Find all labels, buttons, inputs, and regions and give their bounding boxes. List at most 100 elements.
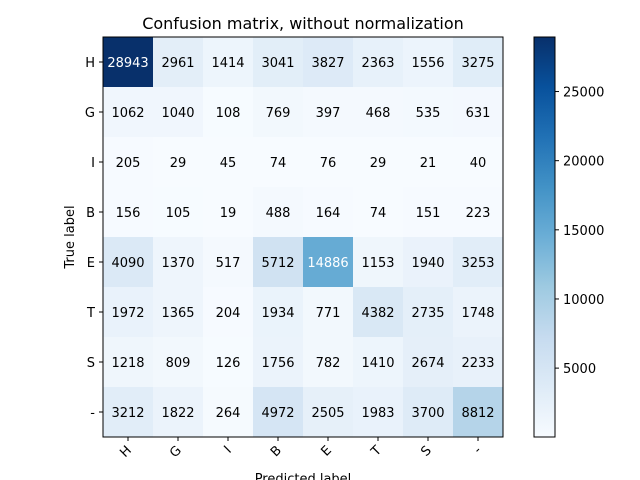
cell-value-label: 782 xyxy=(316,356,341,371)
cell-value-label: 108 xyxy=(216,106,241,121)
cell-value-label: 2233 xyxy=(461,356,494,371)
cell-value-label: 1153 xyxy=(361,256,394,271)
cell-value-label: 151 xyxy=(416,206,441,221)
cell-value-label: 164 xyxy=(316,206,341,221)
cell-value-label: 29 xyxy=(170,156,187,171)
cell-value-label: 1062 xyxy=(111,106,144,121)
y-tick-label: B xyxy=(86,206,95,221)
cell-value-label: 29 xyxy=(370,156,387,171)
heatmap-cell xyxy=(153,237,203,287)
colorbar-tick-label: 5000 xyxy=(563,362,596,377)
heatmap-cell xyxy=(303,187,353,237)
colorbar-tick-label: 10000 xyxy=(563,293,604,308)
heatmap-cell xyxy=(153,137,203,187)
x-axis-label: Predicted label xyxy=(255,472,352,480)
heatmap-cell xyxy=(453,87,503,137)
cell-value-label: 105 xyxy=(166,206,191,221)
heatmap-cell xyxy=(303,87,353,137)
heatmap-cell xyxy=(403,137,453,187)
cell-value-label: 2505 xyxy=(311,406,344,421)
heatmap-cell xyxy=(353,37,403,87)
heatmap-cell xyxy=(253,137,303,187)
cell-value-label: 3253 xyxy=(461,256,494,271)
colorbar: 5000 10000 15000 20000 25000 xyxy=(533,36,604,438)
heatmap-cell xyxy=(303,137,353,187)
cell-value-label: 2674 xyxy=(411,356,444,371)
heatmap-cell xyxy=(253,237,303,287)
heatmap-cell xyxy=(153,287,203,337)
heatmap-cell xyxy=(303,37,353,87)
heatmap-cell xyxy=(203,87,253,137)
heatmap-cell xyxy=(403,337,453,387)
y-tick-label: G xyxy=(85,106,95,121)
cell-value-label: 8812 xyxy=(461,406,494,421)
heatmap-cell xyxy=(253,387,303,437)
cell-value-label: 1414 xyxy=(211,56,244,71)
heatmap-cell xyxy=(403,87,453,137)
cell-value-label: 19 xyxy=(220,206,237,221)
heatmap-cell xyxy=(453,237,503,287)
heatmap-cell xyxy=(103,337,153,387)
heatmap-cell xyxy=(253,37,303,87)
heatmap-cell xyxy=(453,187,503,237)
cell-value-label: 204 xyxy=(216,306,241,321)
heatmap-cell xyxy=(103,237,153,287)
cell-value-label: 4090 xyxy=(111,256,144,271)
cell-value-label: 205 xyxy=(116,156,141,171)
cell-value-label: 1040 xyxy=(161,106,194,121)
cell-value-label: 397 xyxy=(316,106,341,121)
cell-value-label: 517 xyxy=(216,256,241,271)
heatmap-cell xyxy=(303,237,353,287)
cell-value-label: 1365 xyxy=(161,306,194,321)
cell-value-label: 156 xyxy=(116,206,141,221)
cell-value-label: 1748 xyxy=(461,306,494,321)
cell-value-label: 264 xyxy=(216,406,241,421)
heatmap-cell xyxy=(153,337,203,387)
y-axis-label: True label xyxy=(63,205,78,269)
heatmap-cell xyxy=(153,37,203,87)
heatmap-cell xyxy=(203,187,253,237)
cell-value-label: 126 xyxy=(216,356,241,371)
heatmap-cell xyxy=(303,387,353,437)
cell-value-label: 21 xyxy=(420,156,437,171)
cell-value-label: 488 xyxy=(266,206,291,221)
cell-value-label: 3275 xyxy=(461,56,494,71)
heatmap-cell xyxy=(353,387,403,437)
cell-value-label: 4382 xyxy=(361,306,394,321)
cell-value-label: 14886 xyxy=(307,256,348,271)
heatmap-cell xyxy=(103,387,153,437)
colorbar-tick-label: 20000 xyxy=(563,155,604,170)
cell-value-label: 2363 xyxy=(361,56,394,71)
cell-value-label: 631 xyxy=(466,106,491,121)
heatmap-cell xyxy=(103,37,153,87)
cell-value-label: 1218 xyxy=(111,356,144,371)
heatmap-cell xyxy=(353,337,403,387)
heatmap-cell xyxy=(103,87,153,137)
heatmap-cell xyxy=(103,287,153,337)
cell-value-label: 468 xyxy=(366,106,391,121)
y-tick-label: I xyxy=(91,156,95,171)
y-axis-ticks: H G I B E T S - xyxy=(85,56,103,421)
cell-value-label: 2735 xyxy=(411,306,444,321)
heatmap-cell xyxy=(203,287,253,337)
cell-value-label: 40 xyxy=(470,156,487,171)
cell-value-label: 3041 xyxy=(261,56,294,71)
cell-value-label: 5712 xyxy=(261,256,294,271)
heatmap-cell xyxy=(353,187,403,237)
heatmap-cell xyxy=(403,187,453,237)
cell-value-label: 1972 xyxy=(111,306,144,321)
heatmap-cell xyxy=(203,387,253,437)
cell-value-label: 1822 xyxy=(161,406,194,421)
cell-value-label: 535 xyxy=(416,106,441,121)
heatmap-cell xyxy=(403,387,453,437)
heatmap-cell xyxy=(453,387,503,437)
cell-value-label: 1983 xyxy=(361,406,394,421)
colorbar-tick-label: 25000 xyxy=(563,86,604,101)
cell-value-label: 74 xyxy=(370,206,387,221)
heatmap-cell xyxy=(303,337,353,387)
cell-value-label: 28943 xyxy=(107,56,148,71)
heatmap-cell xyxy=(203,37,253,87)
heatmap-cell xyxy=(403,37,453,87)
cell-value-label: 4972 xyxy=(261,406,294,421)
